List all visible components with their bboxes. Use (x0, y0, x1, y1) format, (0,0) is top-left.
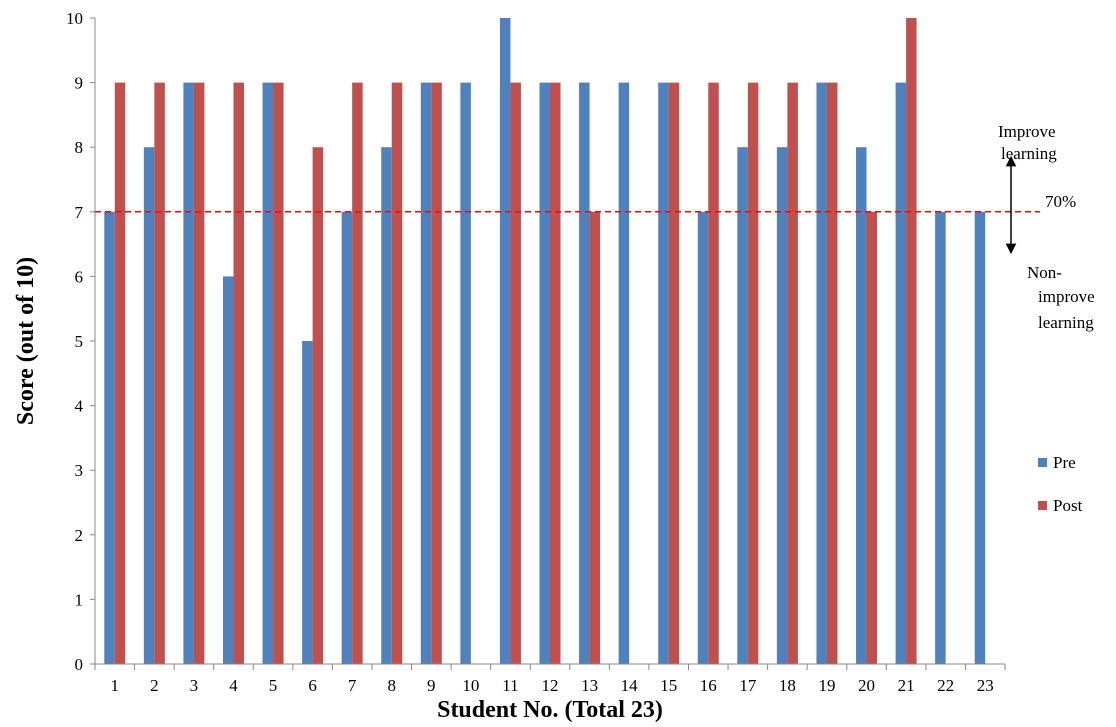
x-ticks: 1 2 3 4 5 6 7 8 9 10 11 12 13 14 15 16 17 18 19 20 21 22 23 (94, 664, 1006, 695)
x-tick-label: 16 (700, 676, 717, 695)
x-tick-label: 23 (977, 676, 994, 695)
bar-post-student-12 (550, 82, 561, 665)
x-tick-label: 7 (348, 676, 357, 695)
y-tick-label: 2 (75, 526, 84, 545)
bar-post-student-18 (787, 82, 798, 665)
bar-pre-student-18 (776, 147, 788, 664)
bar-post-student-7 (352, 82, 363, 665)
x-tick-label: 4 (229, 676, 238, 695)
x-tick-label: 18 (779, 676, 796, 695)
x-tick-label: 6 (308, 676, 317, 695)
x-tick-label: 12 (542, 676, 559, 695)
annotation-improve-line2: learning (1001, 144, 1057, 163)
x-tick-label: 5 (269, 676, 278, 695)
bar-post-student-8 (391, 82, 403, 665)
bar-post-student-19 (826, 82, 838, 665)
x-tick-label: 8 (387, 676, 396, 695)
legend: Pre Post (1038, 453, 1083, 515)
bar-pre-student-10 (460, 82, 471, 665)
bar-post-student-4 (233, 82, 244, 665)
bar-post-student-20 (866, 211, 878, 665)
y-ticks: 0 1 2 3 4 5 6 7 8 9 10 (66, 9, 95, 674)
bar-pre-student-17 (737, 147, 748, 664)
bar-pre-student-16 (697, 211, 709, 665)
x-tick-label: 14 (621, 676, 639, 695)
x-tick-label: 9 (427, 676, 436, 695)
bar-post-student-13 (589, 211, 601, 665)
bar-pre-student-8 (381, 147, 392, 664)
annotation-nonimprove-line1: Non- (1027, 263, 1062, 282)
bar-pre-student-21 (895, 82, 907, 665)
bar-post-student-11 (510, 82, 521, 665)
bar-post-student-1 (114, 82, 126, 665)
bar-pre-student-11 (499, 18, 511, 664)
y-tick-label: 4 (75, 397, 84, 416)
y-tick-label: 8 (75, 138, 84, 157)
y-tick-label: 3 (75, 461, 84, 480)
x-tick-label: 11 (502, 676, 518, 695)
x-tick-label: 22 (937, 676, 954, 695)
bars-group (104, 18, 986, 665)
bar-post-student-16 (708, 82, 719, 665)
bar-pre-student-7 (341, 211, 353, 665)
bar-pre-student-22 (935, 211, 946, 665)
bar-post-student-21 (906, 18, 917, 664)
bar-post-student-9 (431, 82, 442, 665)
bar-post-student-15 (668, 82, 680, 665)
bar-post-student-17 (747, 82, 759, 665)
annotation-nonimprove-line2: improve (1038, 287, 1095, 306)
bar-pre-student-4 (222, 276, 234, 664)
y-tick-label: 0 (75, 655, 84, 674)
y-tick-label: 5 (75, 332, 84, 351)
y-tick-label: 6 (75, 267, 84, 286)
x-tick-label: 10 (462, 676, 479, 695)
annotation-nonimprove-line3: learning (1038, 313, 1094, 332)
x-tick-label: 1 (111, 676, 120, 695)
x-tick-label: 2 (150, 676, 159, 695)
y-tick-label: 9 (75, 74, 84, 93)
bar-post-student-2 (154, 82, 165, 665)
bar-pre-student-19 (816, 82, 827, 665)
bar-pre-student-23 (974, 211, 986, 665)
legend-swatch-pre (1038, 458, 1047, 467)
x-tick-label: 19 (818, 676, 835, 695)
threshold-label: 70% (1045, 192, 1076, 211)
bar-post-student-6 (312, 147, 324, 664)
legend-label-post: Post (1053, 496, 1083, 515)
x-axis-title: Student No. (Total 23) (437, 697, 663, 723)
bar-post-student-5 (273, 82, 284, 665)
y-axis-title: Score (out of 10) (13, 257, 39, 425)
x-tick-label: 3 (190, 676, 199, 695)
bar-pre-student-13 (579, 82, 590, 665)
bar-pre-student-12 (539, 82, 550, 665)
y-tick-label: 7 (75, 203, 84, 222)
legend-label-pre: Pre (1053, 453, 1076, 472)
x-tick-label: 20 (858, 676, 875, 695)
annotation-improve-line1: Improve (998, 122, 1056, 141)
bar-pre-student-2 (143, 147, 155, 664)
bar-pre-student-15 (658, 82, 669, 665)
bar-pre-student-6 (302, 341, 313, 664)
bar-pre-student-9 (420, 82, 432, 665)
bar-pre-student-3 (183, 82, 194, 665)
bar-pre-student-20 (856, 147, 867, 664)
x-tick-label: 13 (581, 676, 598, 695)
y-tick-label: 1 (75, 590, 84, 609)
bar-pre-student-5 (262, 82, 274, 665)
bar-pre-student-1 (104, 211, 115, 665)
x-tick-label: 21 (898, 676, 915, 695)
legend-swatch-post (1038, 501, 1047, 510)
bar-pre-student-14 (618, 82, 630, 665)
bar-post-student-3 (193, 82, 205, 665)
x-tick-label: 15 (660, 676, 677, 695)
x-tick-label: 17 (739, 676, 757, 695)
y-tick-label: 10 (66, 9, 83, 28)
